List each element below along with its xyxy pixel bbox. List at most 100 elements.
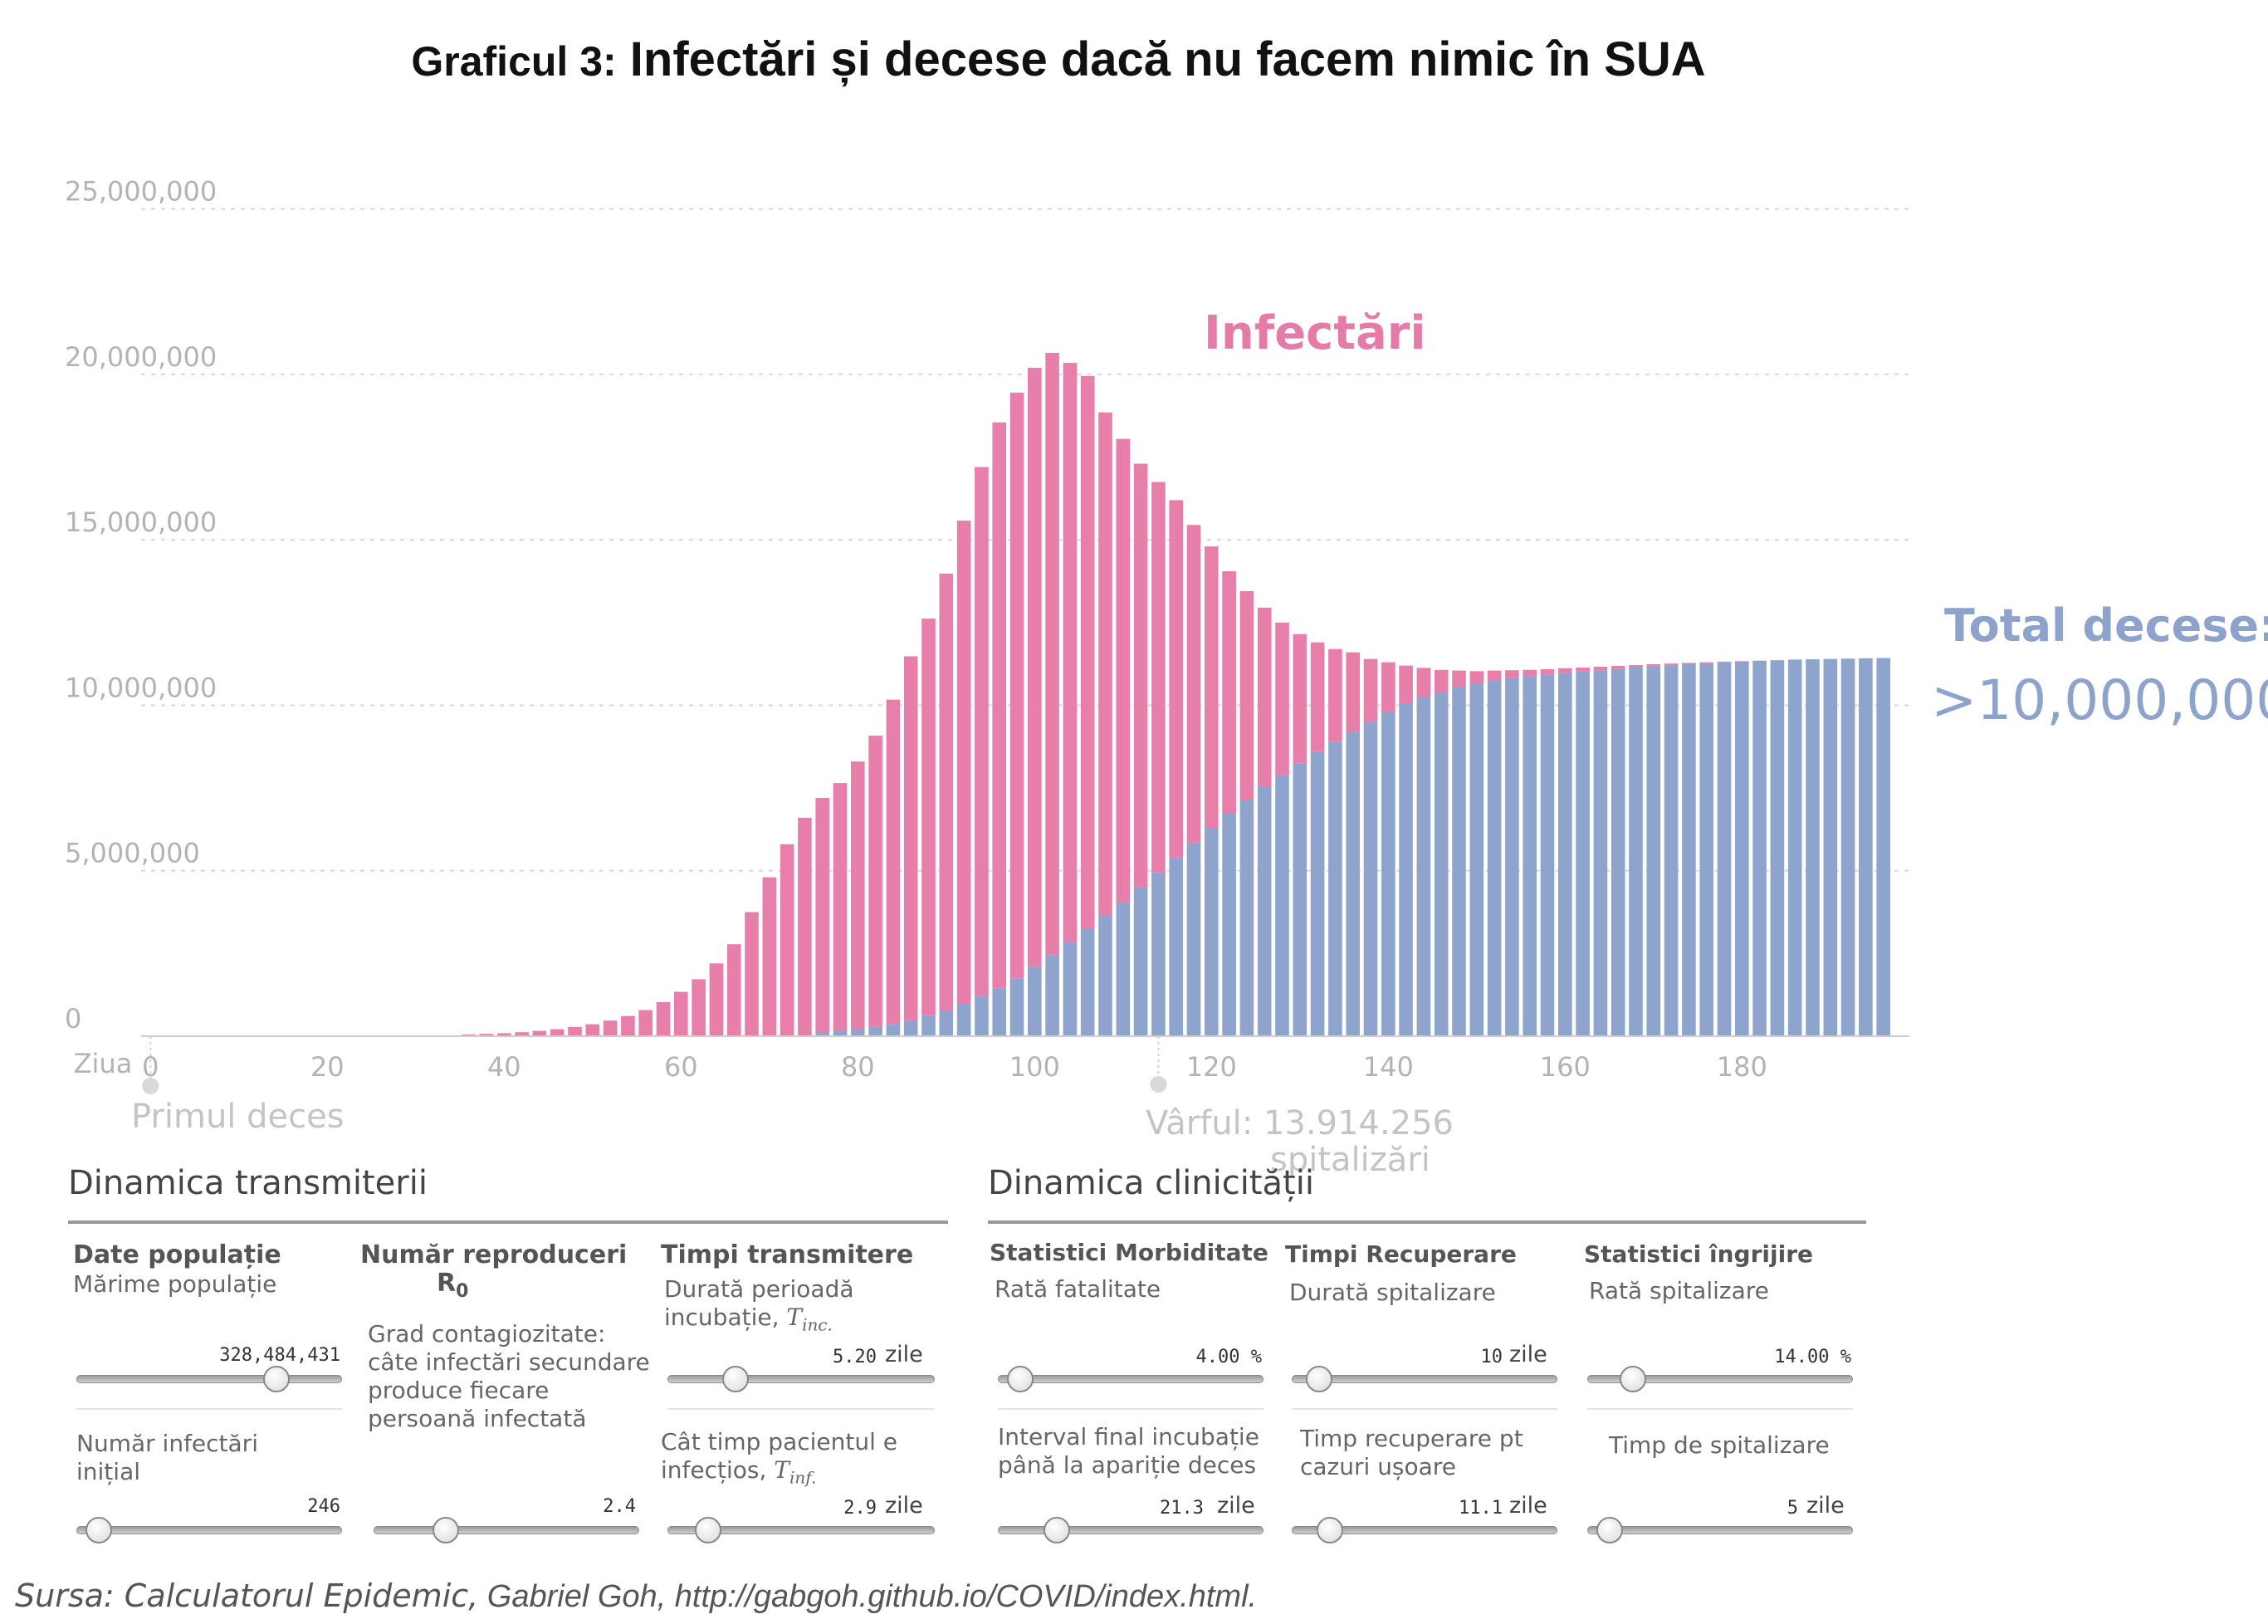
hospital-stay-slider[interactable] xyxy=(1292,1366,1557,1392)
slider-knob[interactable] xyxy=(85,1517,112,1543)
group-population-head: Date populație xyxy=(73,1240,281,1269)
slider-knob[interactable] xyxy=(721,1366,749,1392)
bar-deaths xyxy=(1540,674,1555,1036)
infectious-label-text: Cât timp pacientul e infecțios, xyxy=(661,1428,898,1484)
r0-slider[interactable] xyxy=(374,1517,639,1543)
infectious-slider[interactable] xyxy=(667,1517,935,1543)
bar-deaths xyxy=(868,1026,882,1036)
bar-infections xyxy=(921,619,936,1016)
bar-infections xyxy=(1469,671,1484,684)
slider-knob[interactable] xyxy=(1044,1517,1071,1543)
bar-infections xyxy=(1346,652,1361,732)
bar-infections xyxy=(1734,661,1749,662)
y-tick-label: 20,000,000 xyxy=(65,341,217,373)
incubation-slider[interactable] xyxy=(667,1366,935,1392)
y-tick-label: 10,000,000 xyxy=(65,672,217,703)
incubation-to-death-value: 21.3 xyxy=(1160,1498,1204,1519)
bar-infections xyxy=(709,963,724,1036)
fatality-rate-slider[interactable] xyxy=(998,1366,1264,1392)
bar-infections xyxy=(868,736,882,1027)
slider-knob[interactable] xyxy=(1006,1366,1034,1392)
bar-infections xyxy=(1009,392,1024,979)
incubation-to-death-label: Interval final incubație până la apariți… xyxy=(998,1423,1259,1479)
bar-infections xyxy=(692,979,706,1036)
bar-deaths xyxy=(1399,703,1413,1036)
hospitalization-rate-slider[interactable] xyxy=(1587,1366,1853,1392)
bar-infections xyxy=(1682,663,1696,665)
bar-deaths xyxy=(1576,671,1590,1036)
chart-area: 0 5,000,000 10,000,000 15,000,000 20,000,000… xyxy=(65,176,2268,1179)
bar-infections xyxy=(1576,668,1590,672)
bar-deaths xyxy=(1169,857,1184,1036)
bar-infections xyxy=(1363,658,1378,722)
bar-infections xyxy=(1027,367,1042,967)
population-size-slider[interactable] xyxy=(76,1366,342,1392)
time-to-hospitalization-label: Timp de spitalizare xyxy=(1609,1431,1830,1459)
bar-infections xyxy=(1664,663,1679,666)
bar-deaths xyxy=(1505,677,1519,1036)
bar-deaths xyxy=(1593,670,1608,1036)
bar-infections xyxy=(1222,571,1236,813)
separator xyxy=(998,1408,1264,1410)
bar-infections xyxy=(1275,622,1289,775)
x-tick-label: 100 xyxy=(1009,1051,1060,1083)
bar-deaths xyxy=(1063,942,1078,1036)
slider-knob[interactable] xyxy=(433,1517,460,1543)
bar-infections xyxy=(1080,375,1095,929)
bar-infections xyxy=(780,844,794,1036)
bar-infections xyxy=(1487,670,1502,681)
bar-infections xyxy=(1434,669,1449,692)
peak-label-sub: spitalizări xyxy=(1270,1141,1430,1179)
infectious-symbol: Tinf. xyxy=(774,1456,816,1488)
bar-infections xyxy=(1239,590,1254,800)
bar-deaths xyxy=(939,1010,954,1036)
r0-value: 2.4 xyxy=(603,1496,636,1517)
bar-deaths xyxy=(1381,712,1396,1036)
incubation-symbol-sub: inc. xyxy=(802,1314,833,1335)
incubation-to-death-slider[interactable] xyxy=(998,1517,1264,1543)
incubation-value: 5.20 xyxy=(833,1347,877,1367)
bar-deaths xyxy=(1293,763,1308,1036)
bar-infections xyxy=(1328,648,1342,742)
chart-title: Graficul 3: Infectări și decese dacă nu … xyxy=(0,32,2117,87)
y-tick-label: 15,000,000 xyxy=(65,506,217,538)
slider-knob[interactable] xyxy=(695,1517,722,1543)
slider-knob[interactable] xyxy=(1316,1517,1343,1543)
separator xyxy=(76,1408,342,1410)
time-to-hospitalization-slider[interactable] xyxy=(1587,1517,1853,1543)
bar-infections xyxy=(1399,665,1413,704)
bar-infections xyxy=(656,1001,671,1036)
gridlines xyxy=(141,208,1909,872)
group-r0-head: Număr reproduceri xyxy=(360,1240,628,1269)
infectious-unit: zile xyxy=(885,1493,923,1519)
slider-knob[interactable] xyxy=(1596,1517,1623,1543)
mild-recovery-label: Timp recuperare pt cazuri ușoare xyxy=(1300,1425,1523,1480)
mild-recovery-value: 11.1 xyxy=(1459,1498,1503,1519)
bar-infections xyxy=(1505,670,1519,678)
x-tick-label: 20 xyxy=(310,1051,345,1083)
x-axis-prefix: Ziua xyxy=(74,1048,133,1079)
initial-infections-slider[interactable] xyxy=(76,1517,342,1543)
mild-recovery-slider[interactable] xyxy=(1292,1517,1557,1543)
infectious-value: 2.9 xyxy=(843,1498,877,1519)
separator xyxy=(667,1408,935,1410)
bar-deaths xyxy=(1859,658,1873,1036)
bar-deaths xyxy=(1239,800,1254,1036)
mild-recovery-unit: zile xyxy=(1509,1493,1547,1519)
infections-label: Infectări xyxy=(1204,306,1426,360)
bar-infections xyxy=(745,912,759,1036)
slider-knob[interactable] xyxy=(1620,1366,1647,1392)
incubation-label-text: Durată perioadă incubație, xyxy=(664,1275,854,1331)
slider-knob[interactable] xyxy=(1306,1366,1332,1392)
source-note: Sursa: Calculatorul Epidemic, Gabriel Go… xyxy=(15,1578,1257,1615)
bar-deaths xyxy=(1682,664,1696,1036)
bar-deaths xyxy=(1434,692,1449,1036)
bar-infections xyxy=(638,1010,653,1036)
bar-deaths xyxy=(975,996,989,1036)
bar-infections xyxy=(621,1015,635,1036)
peak-label: Vârful: 13.914.256 xyxy=(1146,1104,1454,1142)
fatality-rate-value: 4.00 % xyxy=(1195,1347,1262,1367)
slider-knob[interactable] xyxy=(263,1366,290,1392)
bar-infections xyxy=(1151,482,1166,873)
bar-infections xyxy=(815,798,830,1034)
